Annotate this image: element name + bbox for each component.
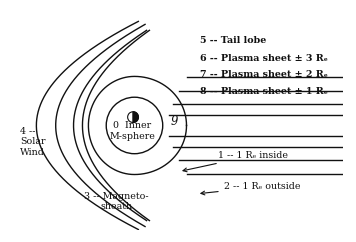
Text: 7 -- Plasma sheet ± 2 Rₑ: 7 -- Plasma sheet ± 2 Rₑ [200,70,328,79]
Text: 2 -- 1 Rₑ outside: 2 -- 1 Rₑ outside [201,182,300,195]
Text: 0  Inner
M-sphere: 0 Inner M-sphere [109,121,155,141]
Text: 6 -- Plasma sheet ± 3 Rₑ: 6 -- Plasma sheet ± 3 Rₑ [200,54,328,63]
Text: 4 --
Solar
Wind: 4 -- Solar Wind [20,127,46,157]
Circle shape [128,112,138,122]
Circle shape [106,97,163,154]
Text: 3 -- Magneto-
sheath: 3 -- Magneto- sheath [84,192,149,211]
Text: 1 -- 1 Rₑ inside: 1 -- 1 Rₑ inside [183,151,288,172]
Text: 9: 9 [171,114,178,128]
Polygon shape [133,112,138,122]
Text: 8 -- Plasma sheet ± 1 Rₑ: 8 -- Plasma sheet ± 1 Rₑ [200,87,328,96]
Text: 5 -- Tail lobe: 5 -- Tail lobe [200,36,266,45]
